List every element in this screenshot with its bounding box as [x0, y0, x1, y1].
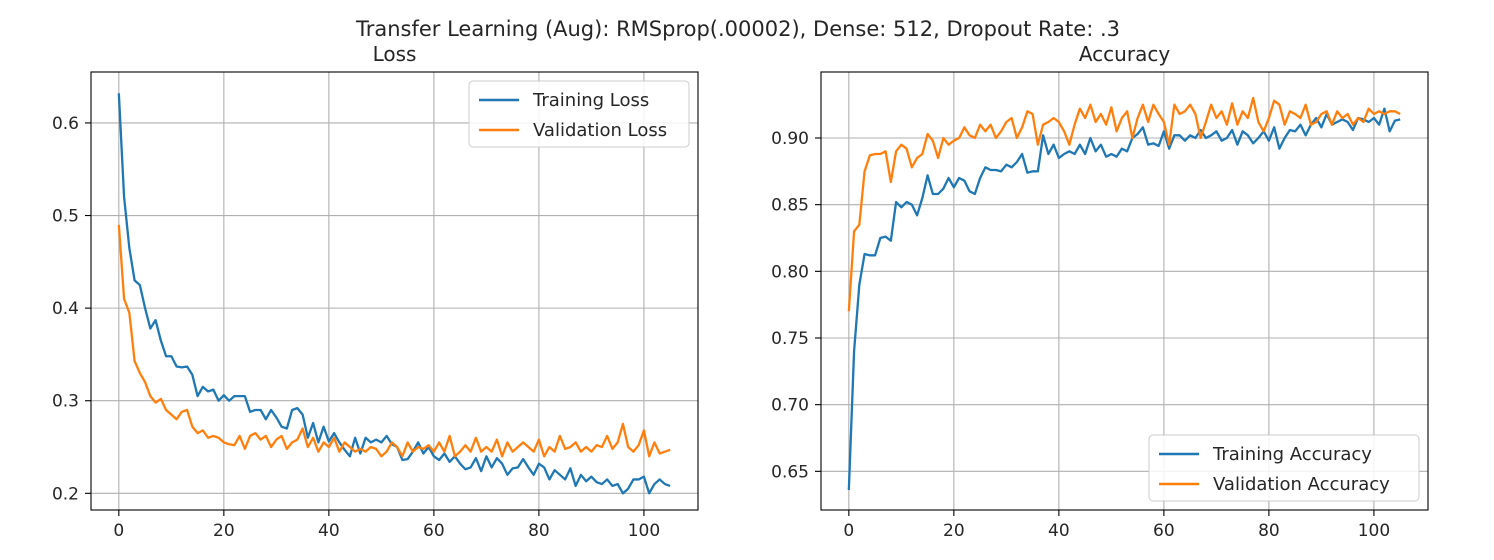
- legend-box: [468, 80, 690, 148]
- x-tick-label: 100: [628, 521, 660, 541]
- x-tick-label: 40: [1048, 521, 1070, 541]
- accuracy-chart: Accuracy 0 20 40 60 80 100 0.65 0.70 0.75 0.80 0.85…: [771, 42, 1429, 541]
- y-tick-label: 0.3: [52, 392, 79, 412]
- y-tick-label: 0.4: [52, 299, 79, 319]
- series-line-1: [847, 96, 1401, 312]
- legend-label-0: Training Accuracy: [1212, 444, 1372, 465]
- y-tick-label: 0.80: [771, 262, 809, 282]
- legend-box: [1148, 434, 1420, 502]
- y-tick-label: 0.65: [771, 462, 809, 482]
- y-tick-label: 0.90: [771, 129, 809, 149]
- series-line-0: [117, 93, 671, 495]
- y-tick-label: 0.70: [771, 396, 809, 416]
- series-line-0: [847, 107, 1401, 491]
- y-tick-label: 0.5: [52, 207, 79, 227]
- x-tick-label: 20: [213, 521, 235, 541]
- x-tick-label: 60: [1153, 521, 1175, 541]
- x-tick-label: 0: [113, 521, 124, 541]
- loss-chart: Loss 0 20 40 60 80 100 0.2 0.3 0.4 0.5 0.6 Training …: [52, 42, 699, 541]
- chart-title: Loss: [373, 42, 417, 66]
- x-tick-label: 80: [1258, 521, 1280, 541]
- legend-label-1: Validation Loss: [533, 120, 667, 141]
- x-tick-label: 0: [843, 521, 854, 541]
- x-tick-label: 20: [943, 521, 965, 541]
- series-line-1: [117, 224, 671, 458]
- x-tick-label: 60: [423, 521, 445, 541]
- x-tick-label: 80: [528, 521, 550, 541]
- y-tick-label: 0.2: [52, 484, 79, 504]
- y-tick-label: 0.6: [52, 114, 79, 134]
- figure-suptitle: Transfer Learning (Aug): RMSprop(.00002)…: [355, 17, 1120, 41]
- chart-title: Accuracy: [1079, 42, 1170, 66]
- x-tick-label: 100: [1358, 521, 1390, 541]
- axes-frame: [820, 71, 1429, 511]
- legend-label-1: Validation Accuracy: [1213, 474, 1390, 495]
- y-tick-label: 0.75: [771, 329, 809, 349]
- y-tick-label: 0.85: [771, 196, 809, 216]
- axes-frame: [90, 71, 699, 511]
- legend-label-0: Training Loss: [532, 90, 649, 111]
- x-tick-label: 40: [318, 521, 340, 541]
